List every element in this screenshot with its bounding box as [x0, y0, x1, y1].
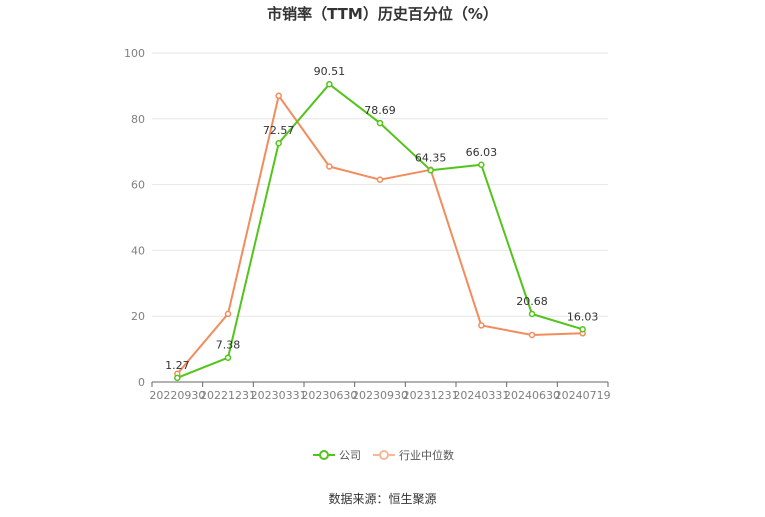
- data-label: 7.38: [216, 339, 241, 352]
- y-tick-labels: 0 20 40 60 80 100: [124, 47, 145, 389]
- x-tick-label: 20230331: [251, 389, 307, 402]
- y-tick-label: 80: [131, 113, 145, 126]
- data-point: [326, 163, 333, 170]
- x-tick-label: 20240630: [504, 389, 560, 402]
- series-line-1: [176, 94, 583, 375]
- series-points: [174, 80, 586, 382]
- chart-title: 市销率（TTM）历史百分位（%）: [267, 5, 498, 23]
- data-source: 数据来源：恒生聚源: [328, 492, 437, 506]
- data-label: 72.57: [263, 124, 295, 137]
- data-point: [528, 310, 536, 318]
- data-point: [326, 80, 333, 88]
- data-point: [528, 331, 536, 339]
- x-tick-labels: 2022093020221231202303312023063020230930…: [149, 389, 610, 402]
- y-tick-label: 60: [131, 179, 145, 192]
- legend-label-company: 公司: [339, 449, 361, 462]
- legend-marker-industry-icon: [373, 450, 395, 460]
- data-label: 78.69: [364, 104, 396, 117]
- data-point: [376, 119, 384, 127]
- data-label: 1.27: [165, 359, 190, 372]
- legend-item-industry-median[interactable]: 行业中位数: [373, 447, 454, 463]
- x-tick-label: 20240331: [453, 389, 509, 402]
- data-label: 64.35: [415, 151, 447, 164]
- legend-marker-company-icon: [313, 450, 335, 460]
- y-tick-label: 0: [138, 376, 145, 389]
- data-point: [275, 92, 282, 100]
- data-point: [579, 326, 586, 333]
- x-tick-label: 20221231: [200, 389, 256, 402]
- data-label: 66.03: [466, 146, 498, 159]
- legend-label-industry-median: 行业中位数: [399, 449, 454, 462]
- data-point: [275, 139, 282, 147]
- data-point: [427, 167, 434, 174]
- data-point: [376, 176, 384, 183]
- x-tick-label: 20230630: [301, 389, 357, 402]
- x-tick-label: 20240719: [555, 389, 611, 402]
- y-tick-label: 20: [131, 310, 145, 323]
- legend-item-company[interactable]: 公司: [313, 447, 361, 463]
- x-tick-label: 20231231: [403, 389, 459, 402]
- x-tick-label: 20230930: [352, 389, 408, 402]
- data-point: [224, 354, 232, 361]
- data-label: 90.51: [314, 65, 346, 78]
- series-lines: [176, 83, 583, 379]
- data-point: [478, 322, 485, 329]
- grid-lines: [152, 52, 608, 317]
- x-tick-label: 20220930: [149, 389, 205, 402]
- data-point: [478, 161, 485, 169]
- y-tick-label: 40: [131, 244, 145, 257]
- data-point: [224, 310, 232, 318]
- data-labels: 1.27 7.38 72.57 90.51 78.69 64.35 66.03 20.68 16…: [165, 65, 598, 372]
- legend: 公司 行业中位数: [0, 447, 765, 465]
- data-label: 16.03: [567, 310, 599, 323]
- y-tick-label: 100: [124, 47, 145, 60]
- x-axis: [151, 381, 609, 387]
- data-point: [174, 374, 181, 382]
- data-label: 20.68: [516, 295, 548, 308]
